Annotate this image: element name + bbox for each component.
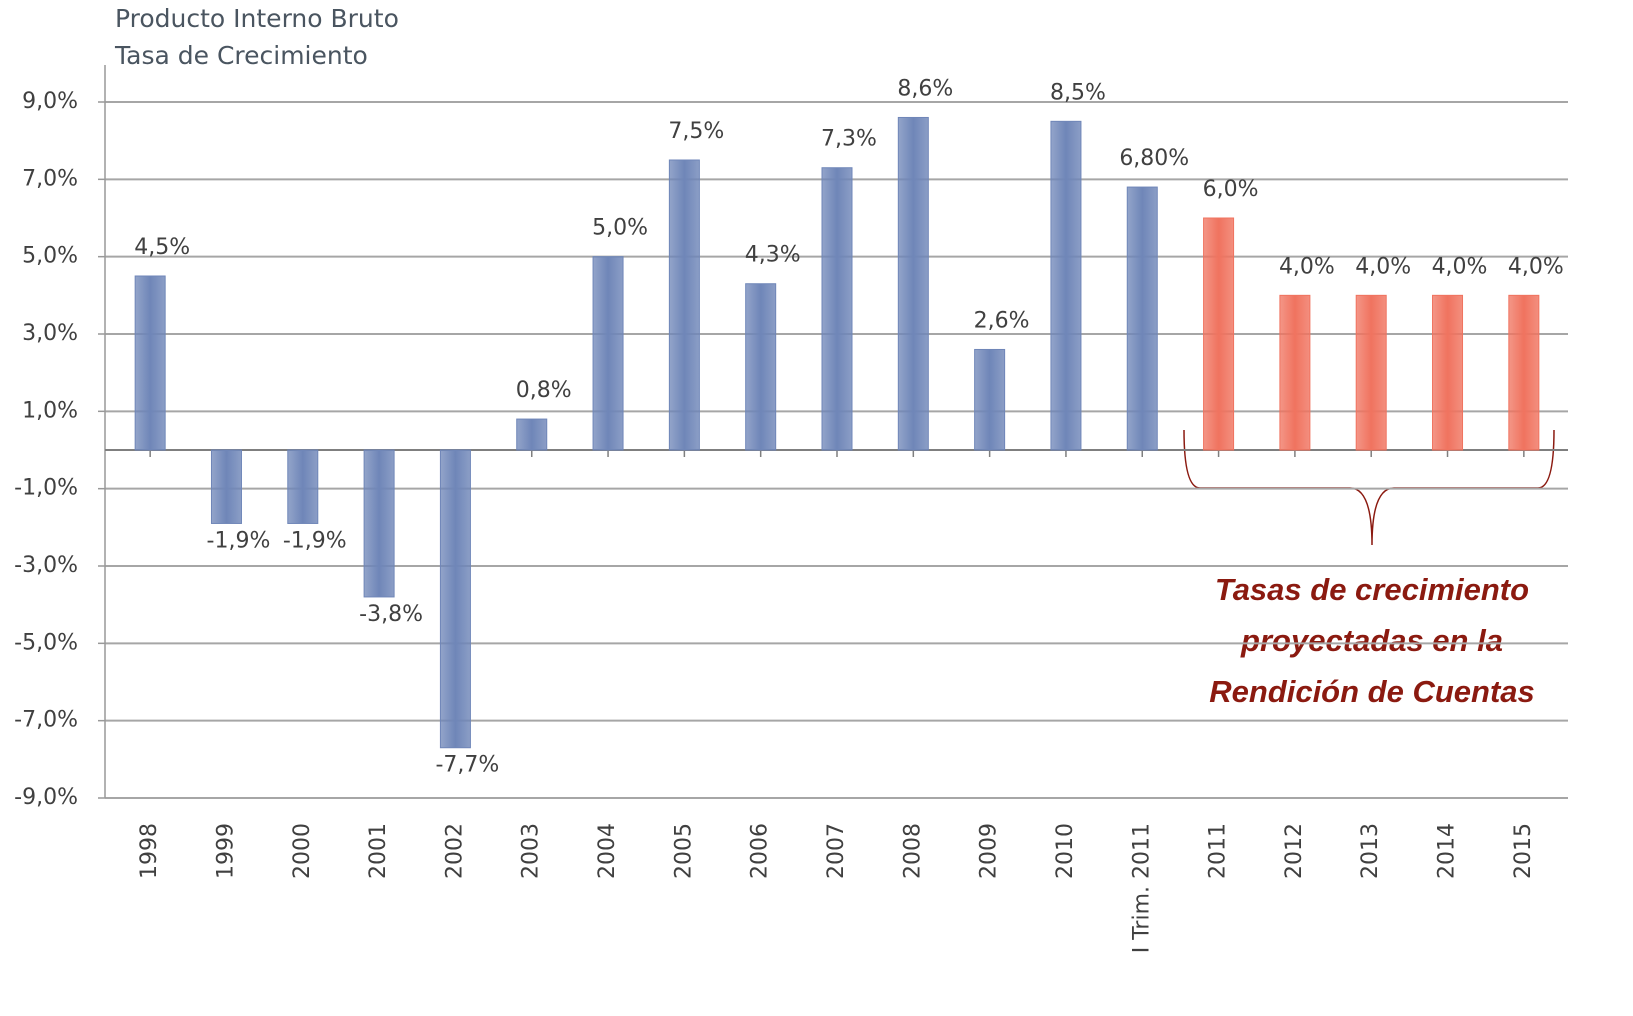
data-label: 7,5% [668, 119, 724, 144]
annotation: Rendición de Cuentas [1209, 674, 1535, 709]
data-label: 8,6% [897, 76, 953, 101]
data-label: 2,6% [974, 308, 1030, 333]
x-tick-label: 2005 [671, 823, 696, 879]
x-tick-label: 2000 [290, 823, 315, 879]
data-label: 4,0% [1279, 254, 1335, 279]
x-tick-label: 2012 [1282, 823, 1307, 879]
data-label: 0,8% [516, 378, 572, 403]
x-tick-label: 1998 [137, 823, 162, 879]
bar [821, 167, 853, 451]
annotation: proyectadas en la [1240, 623, 1503, 658]
data-label: 7,3% [821, 127, 877, 152]
x-tick-label: 2010 [1053, 823, 1078, 879]
x-tick-label: 1999 [213, 823, 238, 879]
data-label: 8,5% [1050, 80, 1106, 105]
bar [1279, 294, 1311, 451]
bar [363, 449, 395, 598]
x-tick-label: 2002 [442, 823, 467, 879]
data-label: 4,0% [1432, 254, 1488, 279]
bar [1432, 294, 1464, 451]
y-tick-label: -7,0% [14, 708, 78, 733]
data-label: 6,80% [1119, 146, 1189, 171]
bar [745, 283, 777, 451]
data-label: 4,3% [745, 243, 801, 268]
y-tick-label: 3,0% [22, 321, 78, 346]
y-tick-label: 5,0% [22, 244, 78, 269]
x-tick-label: 2008 [900, 823, 925, 879]
x-tick-label: 2011 [1206, 823, 1231, 879]
y-tick-label: 9,0% [22, 89, 78, 114]
bar [668, 159, 700, 451]
bracket [1183, 429, 1555, 546]
chart-subtitle: Tasa de Crecimiento [114, 41, 368, 70]
x-tick-label: 2013 [1358, 823, 1383, 879]
x-tick-label: 2009 [977, 823, 1002, 879]
data-label: 4,0% [1355, 254, 1411, 279]
chart-title: Producto Interno Bruto [115, 4, 399, 33]
bar [134, 275, 166, 451]
x-tick-label: I Trim. 2011 [1129, 823, 1154, 953]
x-tick-label: 2004 [595, 823, 620, 879]
data-label: 4,0% [1508, 254, 1564, 279]
data-label: -7,7% [435, 753, 499, 778]
y-tick-label: -5,0% [14, 630, 78, 655]
data-label: 5,0% [592, 216, 648, 241]
data-label: -1,9% [283, 528, 347, 553]
bar [1355, 294, 1387, 451]
x-tick-label: 2003 [519, 823, 544, 879]
y-tick-label: -9,0% [14, 785, 78, 810]
y-tick-label: -1,0% [14, 476, 78, 501]
annotation: Tasas de crecimiento [1215, 572, 1529, 607]
bar [210, 449, 242, 524]
data-label: -3,8% [359, 602, 423, 627]
x-tick-label: 2001 [366, 823, 391, 879]
bar [1126, 186, 1158, 451]
bar [1203, 217, 1235, 451]
x-tick-label: 2014 [1435, 823, 1460, 879]
bar [1050, 120, 1082, 451]
data-label: 6,0% [1203, 177, 1259, 202]
x-tick-label: 2015 [1511, 823, 1536, 879]
bar [439, 449, 471, 749]
bar [1508, 294, 1540, 451]
x-tick-label: 2006 [748, 823, 773, 879]
y-tick-label: 7,0% [22, 166, 78, 191]
bar [516, 418, 548, 451]
data-label: -1,9% [207, 528, 271, 553]
y-tick-label: 1,0% [22, 398, 78, 423]
bar [974, 348, 1006, 451]
y-tick-label: -3,0% [14, 553, 78, 578]
data-label: 4,5% [134, 235, 190, 260]
x-tick-label: 2007 [824, 823, 849, 879]
bar [897, 116, 929, 451]
bar [592, 256, 624, 451]
bar [287, 449, 319, 524]
